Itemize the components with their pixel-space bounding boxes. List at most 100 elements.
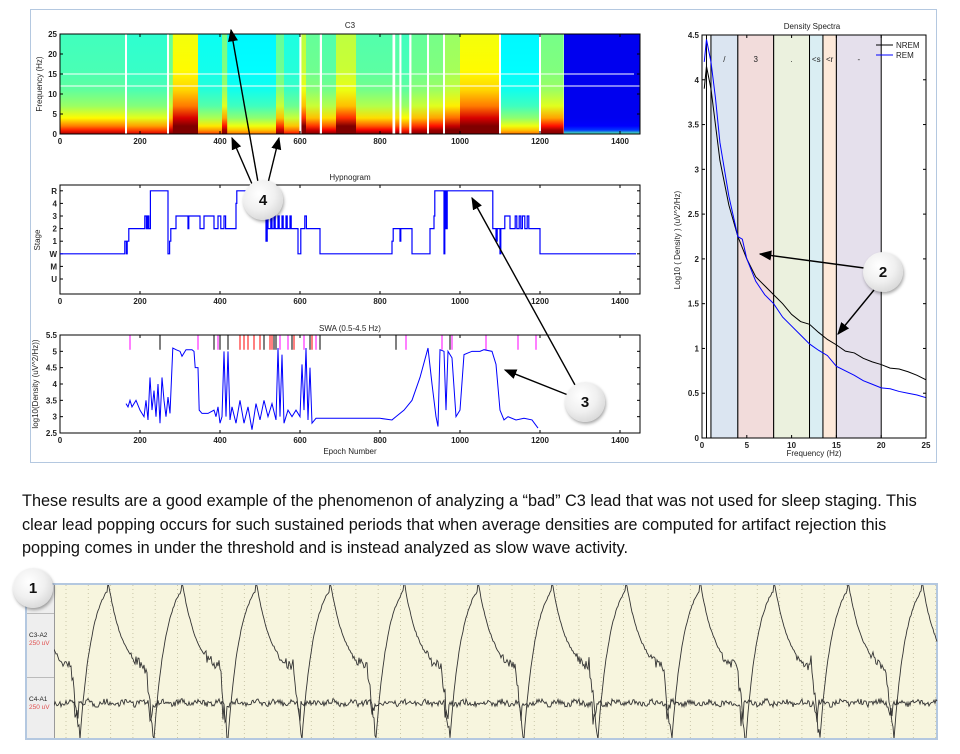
spectrogram-gap [427,34,429,134]
spectrogram-segment [444,34,461,134]
spectrum-line-rem [703,39,927,399]
band-label: 3 [754,55,759,64]
spectrogram-segment [276,34,285,134]
x-tick-label: 200 [133,436,147,445]
frequency-band [809,34,824,439]
spectrogram-segment [168,34,174,134]
spectrogram-segment [322,34,337,134]
x-tick-label: 25 [922,441,931,450]
channel-scale: 250 uV [29,640,50,647]
y-tick-label: 20 [48,50,57,59]
y-tick-label: 0 [53,130,58,139]
channel-label-c3-a2: C3-A2 250 uV [29,632,50,648]
y-tick-label: 2 [695,255,700,264]
x-tick-label: 200 [133,137,147,146]
x-tick-label: 600 [293,436,307,445]
spectrogram-segment [172,34,199,134]
x-tick-label: 10 [787,441,796,450]
x-tick-label: 1200 [531,436,549,445]
density-xlabel: Frequency (Hz) [786,449,841,458]
spectrogram-gap [393,34,395,134]
x-tick-label: 1400 [611,137,629,146]
spectrogram-gap [399,34,402,134]
channel-divider [27,613,54,614]
swa-title: SWA (0.5-4.5 Hz) [319,324,381,333]
legend-label: REM [896,51,914,60]
spectrogram-gap [299,34,302,134]
spectrogram-segment [395,34,400,134]
x-tick-label: 600 [293,137,307,146]
spectrogram-gap [167,34,169,134]
y-tick-label: 1.5 [688,300,700,309]
frequency-band [835,34,882,439]
y-tick-label: 3.5 [46,396,58,405]
band-label: . [790,55,792,64]
y-tick-label: M [50,262,57,271]
spectrogram-gap [499,34,501,134]
figure-frame [30,9,937,463]
band-label: / [723,55,726,64]
x-tick-label: 1000 [451,436,469,445]
y-tick-label: 10 [48,90,57,99]
arrow-3-to-hypnogram [471,196,576,386]
callout-arrows [228,28,875,396]
frequency-band [705,34,712,439]
callout-4: 4 [243,180,283,220]
spectrogram-segment [500,34,540,134]
y-tick-label: 1 [695,344,700,353]
y-tick-label: 3 [53,413,58,422]
y-tick-label: W [49,250,57,259]
x-tick-label: 800 [373,436,387,445]
hypnogram-line [60,190,636,255]
channel-scale: 250 uV [29,704,50,711]
density-ylabel: Log10 ( Density ) (uV^2/Hz) [673,190,682,289]
y-tick-label: 2 [53,225,58,234]
channel-label-c4-a1: C4-A1 250 uV [29,696,50,712]
spectrogram-gap [443,34,445,134]
density-title: Density Spectra [784,22,841,31]
spectrogram-segment [301,34,307,134]
y-tick-label: 25 [48,30,57,39]
y-tick-label: 0 [695,434,700,443]
y-tick-label: 5.5 [46,331,58,340]
spectrogram-segment [60,34,126,134]
swa-ylabel: log10(Density (uV^2/Hz)) [31,339,40,428]
spectrogram-segment [460,34,500,134]
spectrogram-segment [284,34,301,134]
x-tick-label: 0 [700,441,705,450]
hypnogram-title: Hypnogram [329,173,371,182]
x-tick-label: 400 [213,297,227,306]
x-tick-label: 1200 [531,137,549,146]
eeg-trace-c4-a1 [54,697,938,727]
x-tick-label: 400 [213,137,227,146]
x-tick-label: 1000 [451,297,469,306]
eeg-channel-labels: C3-A2 250 uV C4-A1 250 uV [27,585,55,738]
x-tick-label: 1000 [451,137,469,146]
spectrogram-segment [540,34,564,134]
arrow-2-to-spectra-crossover [758,250,865,269]
arrow-3-to-swa [503,369,569,396]
axes-box [701,34,927,439]
swa-xlabel: Epoch Number [323,447,377,456]
eeg-trace-c3-a2 [54,585,938,738]
channel-divider [27,677,54,678]
spectrogram-gap [319,34,322,134]
band-label: - [857,55,860,64]
y-tick-label: 1 [53,237,58,246]
swa-line [125,347,539,430]
x-tick-label: 600 [293,297,307,306]
y-tick-label: 3.5 [688,121,700,130]
x-tick-label: 1400 [611,436,629,445]
x-tick-label: 1400 [611,297,629,306]
x-tick-label: 1200 [531,297,549,306]
spectrogram-segment [428,34,444,134]
x-tick-label: 15 [832,441,841,450]
spectrogram-segment [198,34,223,134]
caption-text: These results are a good example of the … [22,492,917,557]
spectrum-line-nrem [703,66,927,381]
y-tick-label: 4 [53,199,58,208]
y-tick-label: 3 [53,212,58,221]
y-tick-label: 2.5 [688,210,700,219]
band-label: <s [812,55,821,64]
